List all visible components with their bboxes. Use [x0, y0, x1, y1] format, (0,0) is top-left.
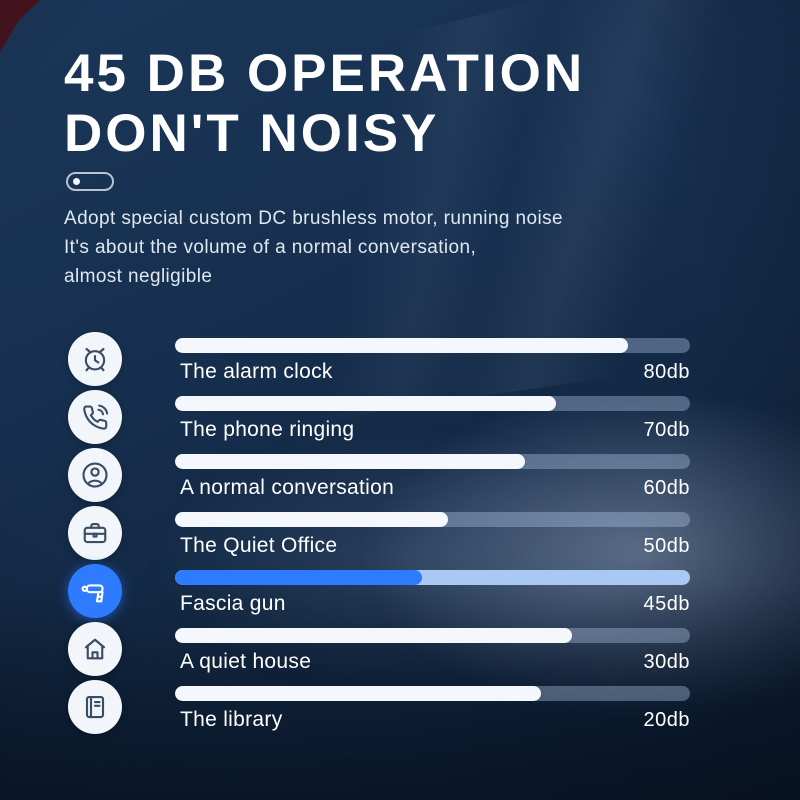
noise-bar-fill: [175, 686, 541, 701]
corner-fabric: [0, 0, 40, 52]
noise-value: 70db: [643, 419, 690, 441]
noise-bar-fill: [175, 628, 572, 643]
phone-ringing-icon: [68, 390, 122, 444]
noise-bar-fill: [175, 512, 448, 527]
noise-row-phone: The phone ringing 70db: [0, 388, 800, 446]
person-icon: [68, 448, 122, 502]
noise-label: The Quiet Office: [180, 534, 338, 557]
noise-value: 80db: [643, 361, 690, 383]
noise-bar-track: [175, 686, 690, 701]
noise-bar-fill: [175, 338, 629, 353]
noise-label: The phone ringing: [180, 418, 355, 441]
noise-row-office: The Quiet Office 50db: [0, 504, 800, 562]
toggle-dot-icon: [73, 178, 80, 185]
noise-value: 45db: [643, 593, 690, 615]
noise-row-conversation: A normal conversation 60db: [0, 446, 800, 504]
noise-row-quiet-house: A quiet house 30db: [0, 620, 800, 678]
description-text: Adopt special custom DC brushless motor,…: [64, 208, 563, 287]
noise-bar-track: [175, 512, 690, 527]
noise-bar-track: [175, 454, 690, 469]
book-icon: [68, 680, 122, 734]
noise-bar-track: [175, 396, 690, 411]
noise-value: 60db: [643, 477, 690, 499]
noise-bar-track: [175, 628, 690, 643]
noise-value: 50db: [643, 535, 690, 557]
noise-bar-track: [175, 570, 690, 585]
page-title: 45 DB OPERATION DON'T NOISY: [64, 44, 586, 163]
noise-label: Fascia gun: [180, 592, 286, 615]
noise-label: A quiet house: [180, 650, 312, 673]
briefcase-icon: [68, 506, 122, 560]
noise-label: A normal conversation: [180, 476, 395, 499]
toggle-pill-icon: [66, 172, 114, 191]
noise-row-fascia-gun: Fascia gun 45db: [0, 562, 800, 620]
noise-bar-fill: [175, 454, 526, 469]
noise-label: The alarm clock: [180, 360, 333, 383]
alarm-clock-icon: [68, 332, 122, 386]
noise-bar-fill: [175, 570, 423, 585]
noise-bar-track: [175, 338, 690, 353]
noise-label: The library: [180, 708, 283, 731]
noise-value: 20db: [643, 709, 690, 731]
noise-bar-fill: [175, 396, 557, 411]
house-icon: [68, 622, 122, 676]
noise-row-alarm-clock: The alarm clock 80db: [0, 330, 800, 388]
noise-value: 30db: [643, 651, 690, 673]
noise-row-library: The library 20db: [0, 678, 800, 736]
fascia-gun-icon: [68, 564, 122, 618]
